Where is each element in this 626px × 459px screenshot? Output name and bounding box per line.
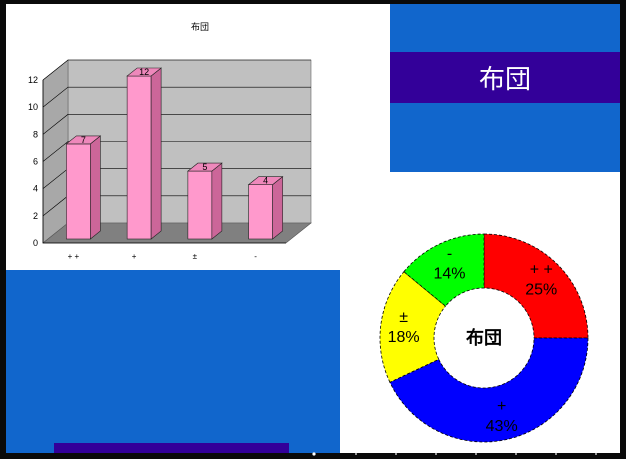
bar bbox=[126, 75, 152, 240]
data-label: 7 bbox=[81, 135, 86, 145]
donut-slice bbox=[379, 271, 447, 383]
gridline bbox=[42, 59, 311, 81]
x-tick-label: + bbox=[132, 252, 137, 261]
footer-bar bbox=[54, 443, 289, 453]
slice-label: ± bbox=[399, 309, 408, 326]
y-tick-label: 4 bbox=[33, 184, 38, 194]
x-tick-label: + + bbox=[68, 252, 80, 261]
donut-center-label: 布団 bbox=[466, 327, 502, 348]
slide-title: 布団 bbox=[478, 65, 531, 95]
x-tick-label: ± bbox=[193, 252, 198, 261]
title-band: 布団 bbox=[390, 52, 620, 103]
donut-chart: + + 25% +43% ±18% - 14% 布団 bbox=[379, 233, 589, 443]
y-tick-label: 0 bbox=[33, 238, 38, 248]
gridline bbox=[42, 141, 311, 162]
x-tick-label: - bbox=[254, 252, 257, 261]
bar-top bbox=[126, 67, 162, 77]
y-tick-label: 10 bbox=[28, 102, 38, 112]
slice-percent: 18% bbox=[388, 329, 420, 346]
bar-side bbox=[211, 162, 223, 240]
dotted-divider bbox=[312, 452, 597, 456]
gridline bbox=[42, 114, 311, 135]
bar-top bbox=[187, 162, 223, 172]
slice-label: + bbox=[497, 398, 506, 415]
y-tick-label: 12 bbox=[28, 75, 38, 85]
donut-slice bbox=[483, 233, 589, 339]
gridline bbox=[42, 86, 311, 108]
donut-chart-panel: + + 25% +43% ±18% - 14% 布団 bbox=[340, 172, 620, 453]
slice-percent: 25% bbox=[525, 282, 557, 299]
bar-chart-title: 布団 bbox=[191, 21, 209, 32]
bar bbox=[248, 184, 273, 240]
slice-percent: 14% bbox=[433, 266, 465, 283]
y-tick-label: 2 bbox=[33, 211, 38, 221]
bar-chart: 布団 0 2 4 6 8 10 12 7 + + 12 +5 ±4 - bbox=[28, 21, 312, 261]
bar-top bbox=[247, 176, 284, 185]
donut-slice bbox=[389, 337, 589, 443]
data-label: 5 bbox=[202, 162, 207, 172]
slice-label: - bbox=[447, 246, 452, 263]
y-tick-label: 8 bbox=[33, 129, 38, 139]
bar-side bbox=[150, 67, 162, 240]
bar-chart-panel: 布団 0 2 4 6 8 10 12 7 + + 12 +5 ±4 - bbox=[6, 4, 390, 270]
bar-top bbox=[65, 135, 102, 145]
bar bbox=[187, 170, 213, 240]
y-tick-label: 6 bbox=[33, 157, 38, 167]
data-label: 12 bbox=[139, 67, 149, 77]
slice-label: + + bbox=[530, 262, 553, 279]
data-label: 4 bbox=[263, 176, 268, 186]
donut-slice bbox=[403, 233, 485, 307]
slice-percent: 43% bbox=[486, 418, 518, 435]
bar-side bbox=[90, 135, 101, 240]
bar-side bbox=[272, 176, 283, 240]
blue-panel bbox=[6, 270, 340, 453]
bar bbox=[66, 143, 91, 240]
